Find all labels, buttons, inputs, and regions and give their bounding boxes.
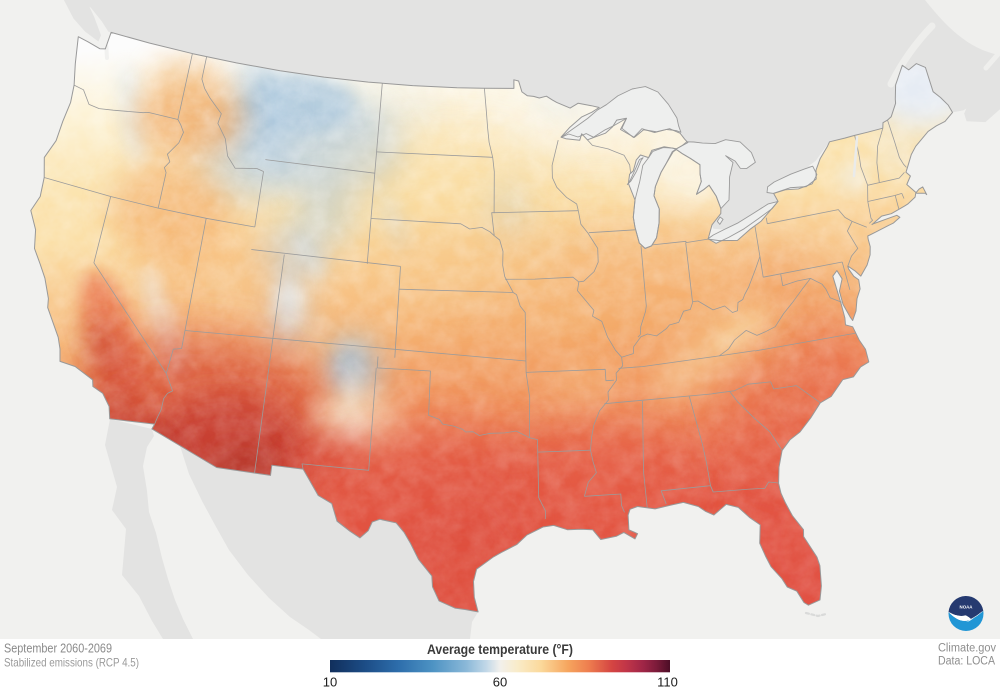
svg-text:Average temperature (°F): Average temperature (°F): [427, 642, 573, 657]
svg-text:Climate.gov: Climate.gov: [938, 643, 996, 655]
svg-text:10: 10: [323, 675, 337, 690]
svg-text:September 2060-2069: September 2060-2069: [4, 641, 112, 656]
svg-text:60: 60: [493, 675, 507, 690]
svg-text:NOAA: NOAA: [960, 605, 973, 611]
svg-text:Data: LOCA: Data: LOCA: [938, 656, 995, 668]
svg-text:Stabilized emissions (RCP 4.5): Stabilized emissions (RCP 4.5): [4, 656, 139, 670]
svg-text:110: 110: [657, 675, 678, 690]
